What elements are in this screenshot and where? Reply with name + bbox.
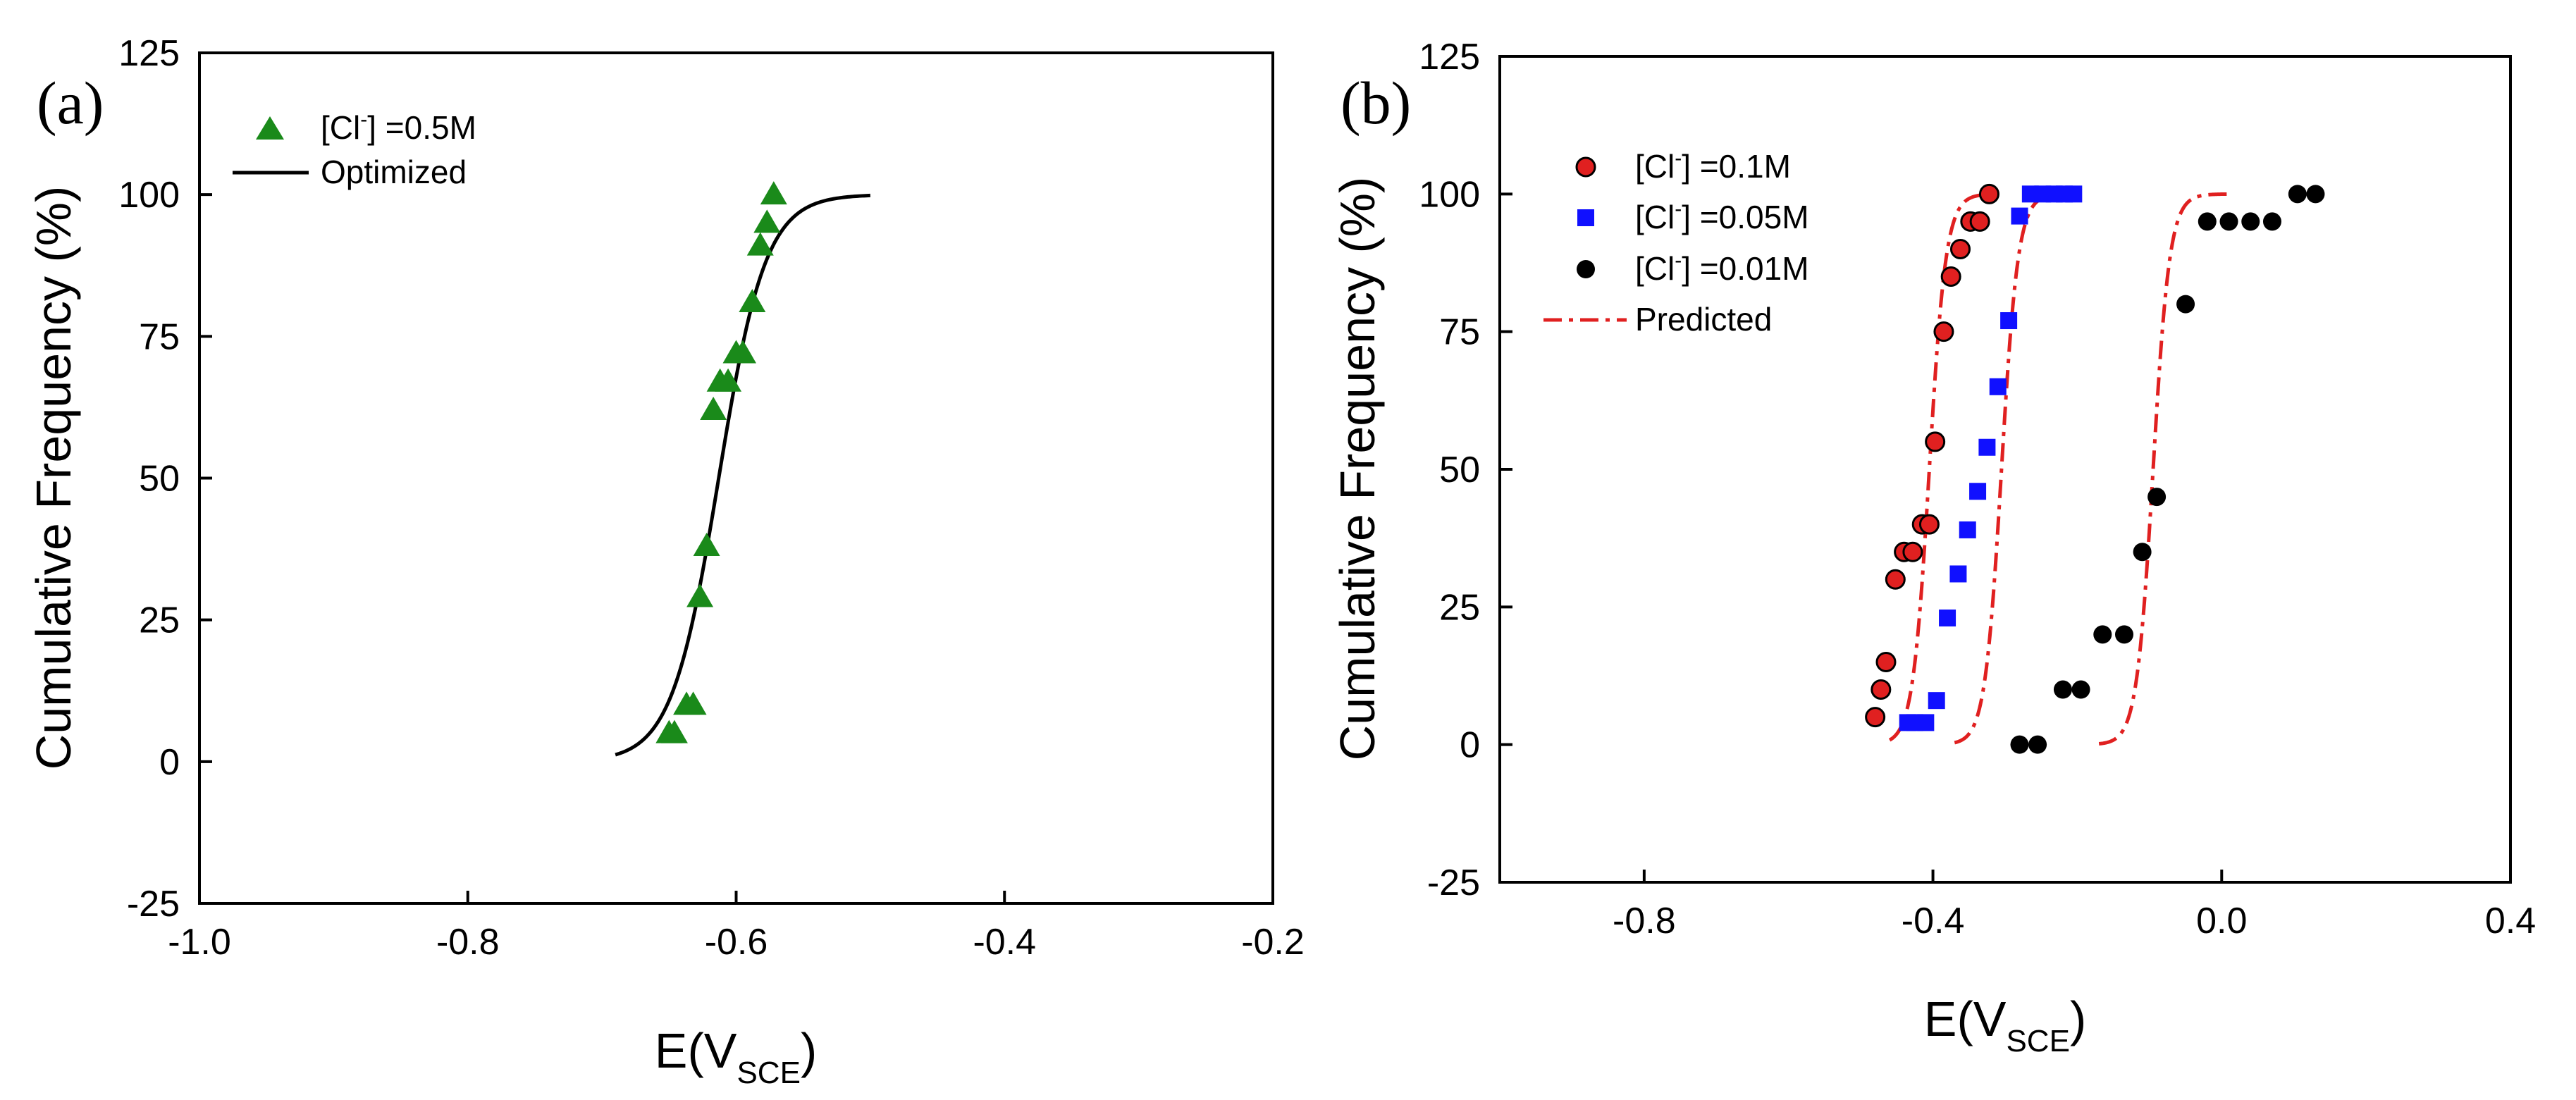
x-tick-label-a-2: -0.6 xyxy=(705,922,768,963)
point-b-s1-8 xyxy=(1978,438,1996,456)
y-tick-label-a-5: 100 xyxy=(118,175,180,216)
point-b-s1-16 xyxy=(2065,185,2083,203)
point-a-s0-4 xyxy=(686,583,714,607)
point-b-s1-11 xyxy=(2011,207,2028,225)
legend-b-square-marker-blue xyxy=(1577,209,1594,226)
point-b-s2-9 xyxy=(2198,212,2217,231)
point-a-s0-3 xyxy=(679,691,707,715)
x-tick-label-a-0: -1.0 xyxy=(168,922,231,963)
legend-b: [Cl-] =0.1M [Cl-] =0.05M [Cl-] =0.01M Pr… xyxy=(1543,147,1809,338)
point-b-s0-5 xyxy=(1902,541,1923,562)
curve-a-1-0 xyxy=(615,193,870,757)
y-tick-label-a-4: 75 xyxy=(139,316,180,357)
y-tick-label-a-2: 25 xyxy=(139,600,180,641)
y-tick-label-b-4: 75 xyxy=(1439,312,1480,353)
panel-b-label: (b) xyxy=(1341,69,1411,137)
point-b-s2-14 xyxy=(2306,185,2325,204)
point-b-s0-0 xyxy=(1865,707,1886,728)
y-tick-label-b-3: 50 xyxy=(1439,450,1480,490)
point-b-s2-2 xyxy=(2053,680,2072,699)
y-tick-label-a-3: 50 xyxy=(139,459,180,500)
y-tick-label-a-1: 0 xyxy=(159,742,180,783)
point-b-s2-5 xyxy=(2115,625,2134,644)
legend-a: [Cl-] =0.5M Optimized xyxy=(233,108,476,190)
plot-area-a: -1.0 -0.8 -0.6 -0.4 -0.2 -25 0 25 50 75 100 125 xyxy=(118,33,1305,963)
panel-a: (a) -1.0 -0.8 -0.6 -0.4 -0.2 -25 0 25 50 75 100 125… xyxy=(26,33,1305,1090)
legend-b-circle-marker-red xyxy=(1575,156,1596,178)
point-a-s0-6 xyxy=(700,396,727,420)
point-b-s2-7 xyxy=(2147,488,2167,507)
point-b-s0-3 xyxy=(1885,569,1906,590)
point-b-s2-10 xyxy=(2219,212,2238,231)
point-b-s0-13 xyxy=(1969,211,1990,232)
legend-b-entry-2: [Cl-] =0.01M xyxy=(1635,249,1809,287)
point-b-s0-9 xyxy=(1933,321,1954,342)
legend-a-triangle-marker xyxy=(256,116,284,140)
legend-a-entry-0: [Cl-] =0.5M xyxy=(321,108,476,146)
legend-b-entry-3: Predicted xyxy=(1635,301,1772,338)
point-b-s0-10 xyxy=(1940,266,1961,288)
y-axis-title-b: Cumulative Frequency (%) xyxy=(1330,177,1385,761)
y-tick-label-b-0: -25 xyxy=(1427,863,1480,903)
plot-area-b: -0.8 -0.4 0.0 0.4 -25 0 25 50 75 100 125 xyxy=(1419,37,2536,941)
point-a-s0-12 xyxy=(746,232,774,256)
point-b-s2-6 xyxy=(2133,543,2152,562)
point-b-s0-11 xyxy=(1949,238,1971,259)
point-b-s1-9 xyxy=(1989,378,2007,395)
point-b-s1-2 xyxy=(1917,714,1935,731)
x-axis-title-b: E(VSCE) xyxy=(1924,991,2087,1058)
legend-b-entry-1: [Cl-] =0.05M xyxy=(1635,197,1809,235)
panel-a-label: (a) xyxy=(37,69,104,137)
point-b-s1-5 xyxy=(1949,565,1967,583)
x-tick-label-b-0: -0.8 xyxy=(1613,901,1676,941)
point-a-s0-1 xyxy=(660,719,688,743)
point-a-s0-5 xyxy=(693,533,720,557)
y-tick-label-b-6: 125 xyxy=(1419,37,1480,78)
point-b-s0-8 xyxy=(1925,431,1946,452)
legend-a-entry-1: Optimized xyxy=(321,154,467,190)
x-tick-label-a-1: -0.8 xyxy=(436,922,500,963)
point-b-s0-14 xyxy=(1978,183,1999,204)
point-b-s0-7 xyxy=(1918,514,1940,535)
point-b-s2-0 xyxy=(2010,735,2029,754)
curve-b-3-2 xyxy=(2098,192,2229,746)
y-tick-label-b-5: 100 xyxy=(1419,174,1480,215)
curve-b-3-1 xyxy=(1954,192,2064,745)
point-b-s0-1 xyxy=(1871,679,1892,700)
x-tick-label-a-3: -0.4 xyxy=(973,922,1036,963)
point-b-s2-1 xyxy=(2028,735,2047,754)
point-a-s0-10 xyxy=(729,340,757,364)
x-tick-label-a-4: -0.2 xyxy=(1241,922,1305,963)
panel-b: (b) -0.8 -0.4 0.0 0.4 -25 0 25 50 75 100 125 Cumul… xyxy=(1330,37,2536,1058)
y-tick-label-b-1: 0 xyxy=(1460,725,1480,766)
point-b-s2-3 xyxy=(2071,680,2090,699)
y-tick-label-a-6: 125 xyxy=(118,33,180,74)
point-b-s2-12 xyxy=(2262,212,2281,231)
legend-b-circle-marker-black xyxy=(1577,260,1595,278)
x-tick-label-b-1: -0.4 xyxy=(1902,901,1965,941)
point-b-s2-13 xyxy=(2288,185,2307,204)
y-tick-label-b-2: 25 xyxy=(1439,587,1480,628)
point-b-s1-4 xyxy=(1939,609,1956,626)
point-b-s0-2 xyxy=(1875,651,1897,672)
point-b-s2-4 xyxy=(2093,625,2112,644)
x-tick-label-b-2: 0.0 xyxy=(2196,901,2247,941)
x-axis-title-a: E(VSCE) xyxy=(655,1023,818,1090)
x-tick-label-b-3: 0.4 xyxy=(2485,901,2536,941)
point-b-s1-6 xyxy=(1959,521,1976,538)
point-b-s1-10 xyxy=(2000,312,2018,330)
curve-b-3-0 xyxy=(1888,192,1984,742)
legend-b-entry-0: [Cl-] =0.1M xyxy=(1635,147,1791,185)
point-b-s2-11 xyxy=(2241,212,2260,231)
point-a-s0-8 xyxy=(715,368,742,392)
point-b-s1-3 xyxy=(1928,692,1945,710)
point-b-s1-7 xyxy=(1969,483,1987,500)
point-a-s0-11 xyxy=(739,289,766,313)
point-a-s0-13 xyxy=(753,209,781,233)
point-a-s0-14 xyxy=(760,181,787,205)
point-b-s2-8 xyxy=(2176,295,2195,314)
y-axis-title-a: Cumulative Frequency (%) xyxy=(26,186,81,770)
y-tick-label-a-0: -25 xyxy=(127,884,180,925)
